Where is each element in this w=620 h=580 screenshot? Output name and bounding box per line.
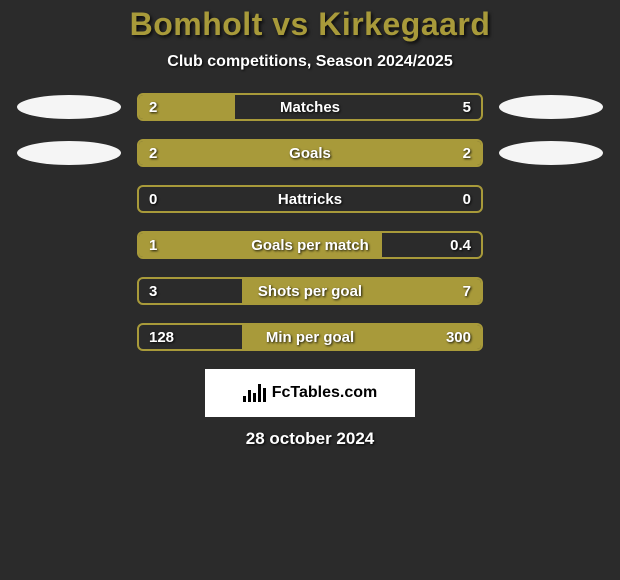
stat-row: 00Hattricks [0, 185, 620, 213]
stat-row: 25Matches [0, 93, 620, 121]
stat-bar: 00Hattricks [137, 185, 483, 213]
stat-label: Shots per goal [139, 279, 481, 303]
subtitle: Club competitions, Season 2024/2025 [0, 53, 620, 71]
player-right-avatar [487, 95, 615, 119]
stat-bar: 10.4Goals per match [137, 231, 483, 259]
stat-row: 22Goals [0, 139, 620, 167]
page-title: Bomholt vs Kirkegaard [0, 6, 620, 43]
stat-label: Goals [139, 141, 481, 165]
stat-bar: 25Matches [137, 93, 483, 121]
stat-label: Goals per match [139, 233, 481, 257]
player-left-avatar [5, 95, 133, 119]
player-right-avatar [487, 141, 615, 165]
stat-bar: 37Shots per goal [137, 277, 483, 305]
stats-list: 25Matches 22Goals 00Hattricks 10.4Goals per… [0, 93, 620, 351]
player-left-avatar [5, 141, 133, 165]
stat-bar: 22Goals [137, 139, 483, 167]
stat-label: Matches [139, 95, 481, 119]
date-label: 28 october 2024 [0, 429, 620, 449]
avatar-ellipse [499, 141, 603, 165]
stat-row: 37Shots per goal [0, 277, 620, 305]
stat-label: Min per goal [139, 325, 481, 349]
avatar-ellipse [17, 141, 121, 165]
stat-label: Hattricks [139, 187, 481, 211]
credit-badge: FcTables.com [205, 369, 415, 417]
stat-row: 128300Min per goal [0, 323, 620, 351]
stat-row: 10.4Goals per match [0, 231, 620, 259]
comparison-card: Bomholt vs Kirkegaard Club competitions,… [0, 0, 620, 449]
stat-bar: 128300Min per goal [137, 323, 483, 351]
avatar-ellipse [17, 95, 121, 119]
credit-text: FcTables.com [272, 384, 378, 402]
bar-chart-icon [243, 384, 266, 402]
avatar-ellipse [499, 95, 603, 119]
